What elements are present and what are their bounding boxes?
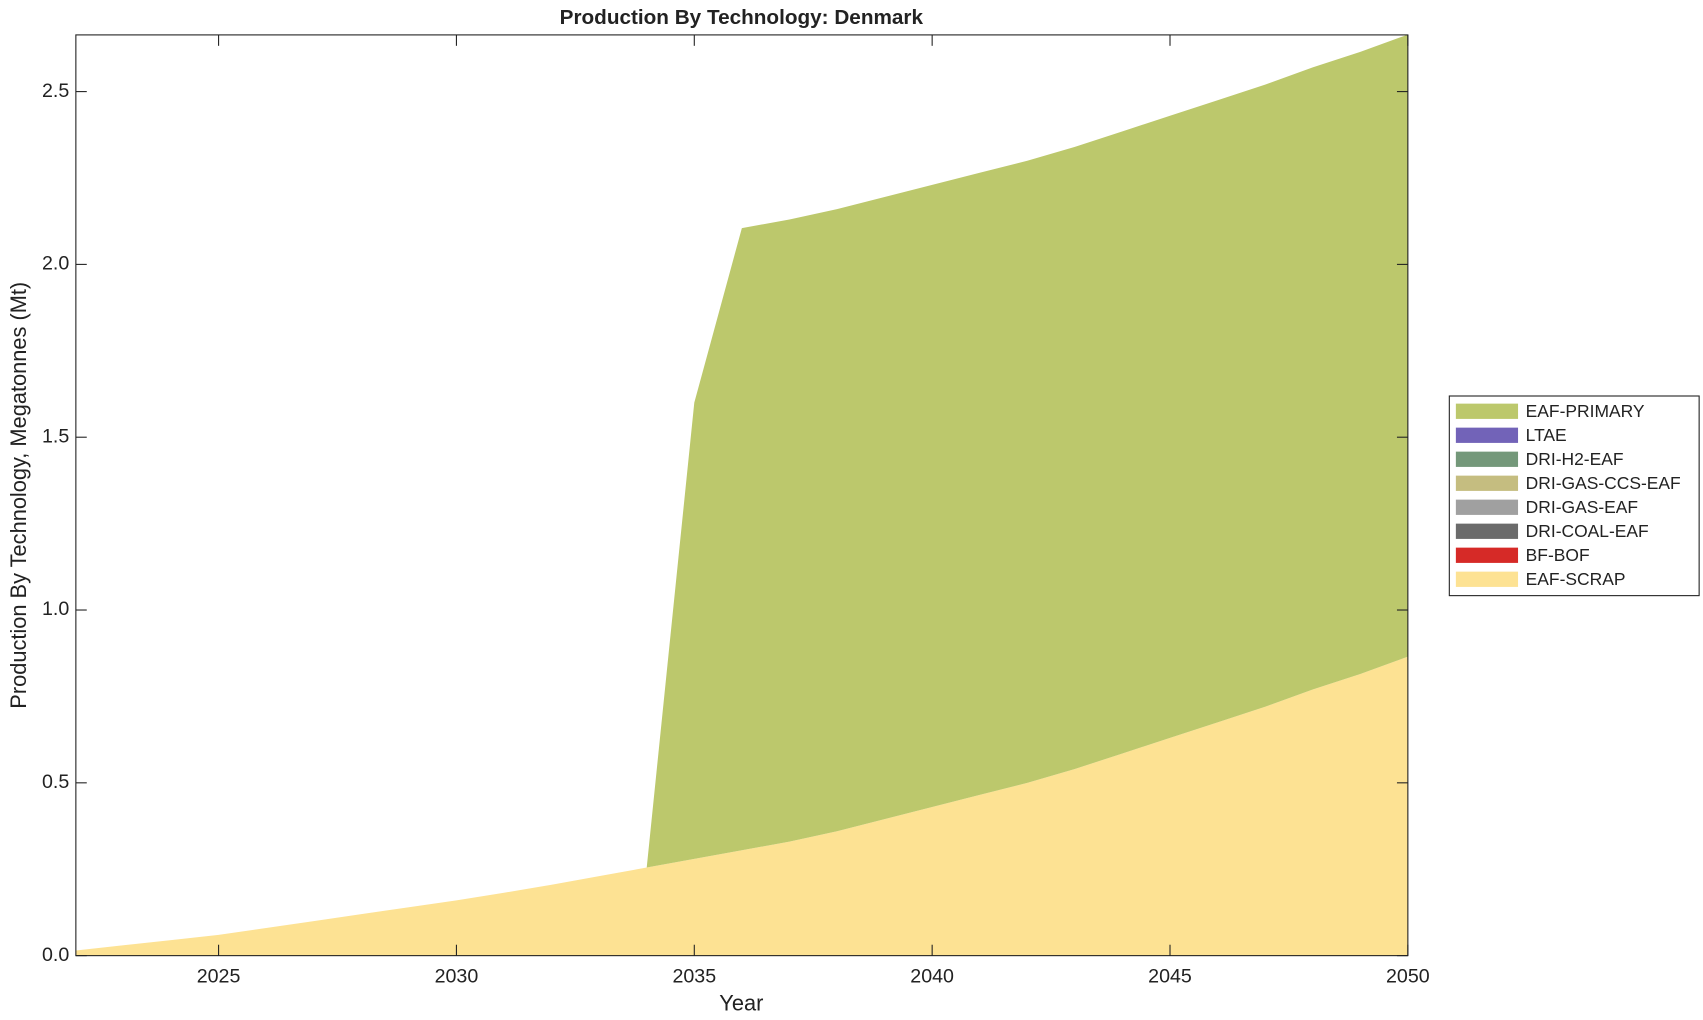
legend-swatch [1455, 475, 1519, 491]
x-tick-label: 2045 [1148, 966, 1192, 988]
x-tick-label: 2030 [435, 966, 479, 988]
y-tick-label: 2.5 [42, 80, 69, 102]
legend-swatch [1455, 547, 1519, 563]
legend-label: EAF-PRIMARY [1526, 401, 1645, 421]
legend-label: DRI-COAL-EAF [1526, 521, 1649, 541]
x-tick-label: 2040 [910, 966, 954, 988]
legend-label: DRI-GAS-EAF [1526, 497, 1638, 517]
legend-label: EAF-SCRAP [1526, 569, 1626, 589]
legend-box [1448, 395, 1700, 597]
legend-swatch [1455, 523, 1519, 539]
legend-label: LTAE [1526, 425, 1567, 445]
legend-swatch [1455, 451, 1519, 467]
x-tick-label: 2025 [197, 966, 241, 988]
y-tick-label: 0.5 [42, 771, 69, 793]
legend-swatch [1455, 427, 1519, 443]
y-tick-label: 2.0 [42, 253, 69, 275]
area [75, 34, 1408, 951]
legend-swatch [1455, 499, 1519, 515]
x-axis-label: Year [719, 990, 763, 1015]
plot-frame [75, 34, 1409, 957]
y-tick-label: 1.5 [42, 425, 69, 447]
x-tick-label: 2050 [1386, 966, 1430, 988]
area [75, 656, 1408, 956]
legend-swatch [1455, 571, 1519, 587]
x-tick-label: 2035 [672, 966, 716, 988]
legend-label: DRI-GAS-CCS-EAF [1526, 473, 1681, 493]
legend-label: BF-BOF [1526, 545, 1590, 565]
legend-label: DRI-H2-EAF [1526, 449, 1624, 469]
legend-swatch [1455, 403, 1519, 419]
y-tick-label: 0.0 [42, 944, 69, 966]
y-tick-label: 1.0 [42, 598, 69, 620]
y-axis-label: Production By Technology, Megatonnes (Mt… [6, 282, 31, 709]
chart-title: Production By Technology: Denmark [560, 6, 924, 29]
